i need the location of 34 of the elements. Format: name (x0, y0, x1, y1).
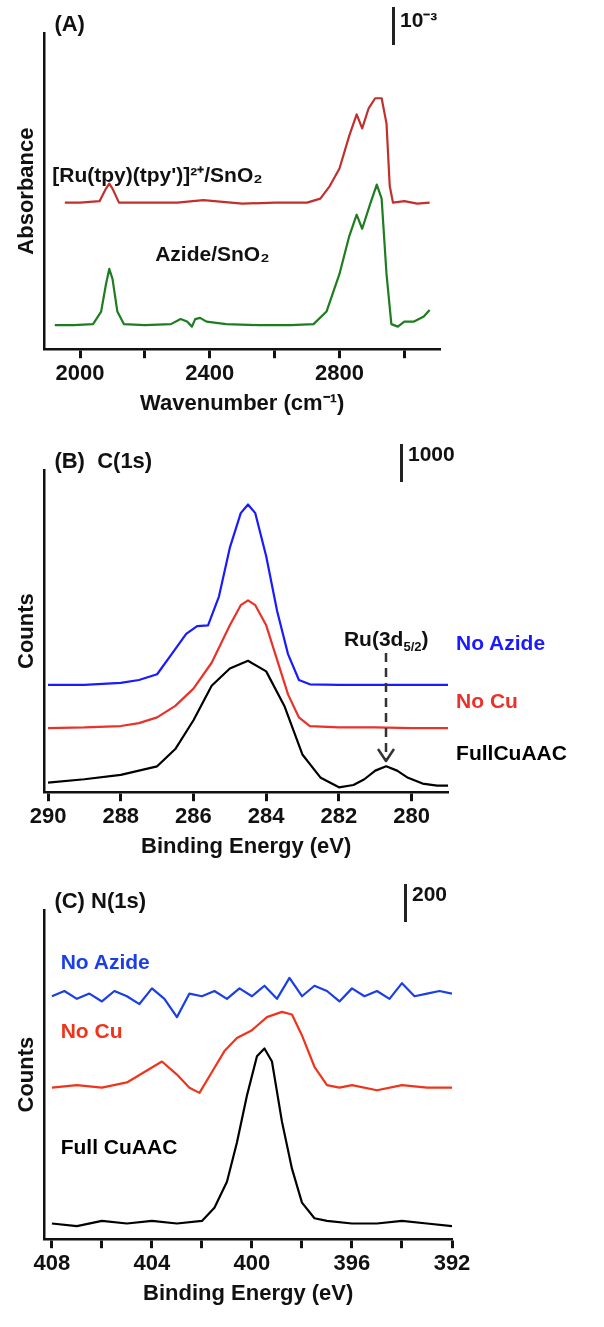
series-label: [Ru(tpy)(tpy')]²⁺/SnO₂ (52, 162, 263, 186)
x-axis-title: Binding Energy (eV) (143, 1279, 354, 1305)
y-axis-title: Counts (13, 1036, 39, 1113)
x-axis-title: Wavenumber (cm⁻¹) (140, 389, 345, 415)
x-tick-label: 280 (393, 803, 430, 829)
series-label: No Azide (456, 631, 546, 655)
text: Full CuAAC (60, 1134, 178, 1158)
x-axis-title: Binding Energy (eV) (141, 832, 352, 858)
series-label: No Azide (60, 950, 150, 974)
chart-title: (A) (54, 11, 85, 36)
text: 10⁻³ (400, 7, 438, 33)
x-tick-label: 404 (133, 1250, 172, 1276)
y-axis-title: Absorbance (13, 127, 39, 255)
text: 200 (412, 882, 448, 906)
x-tick-label: 290 (29, 803, 67, 829)
x-tick-label: 288 (102, 803, 140, 829)
x-tick-label: 282 (320, 803, 358, 829)
chart-title: (C) N(1s) (54, 888, 147, 913)
x-tick-label: 392 (433, 1250, 471, 1276)
text: Azide/SnO₂ (155, 241, 270, 265)
x-tick-label: 396 (333, 1250, 371, 1276)
x-tick-label: 284 (247, 803, 286, 829)
x-tick-label: 400 (233, 1250, 271, 1276)
series-label: FullCuAAC (456, 740, 567, 764)
x-tick-label: 2800 (315, 360, 364, 386)
chart-title: (B) C(1s) (54, 448, 153, 473)
series-label: No Cu (60, 1019, 123, 1043)
x-tick-label: 2000 (55, 360, 105, 386)
x-tick-label: 2400 (185, 360, 235, 386)
x-tick-label: 408 (33, 1250, 71, 1276)
text: 1000 (408, 442, 455, 466)
x-tick-label: 286 (175, 803, 212, 829)
series-label: No Cu (456, 689, 518, 713)
y-axis-title: Counts (13, 593, 39, 669)
